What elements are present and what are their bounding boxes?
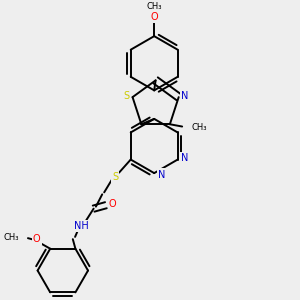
Text: CH₃: CH₃ <box>146 2 162 11</box>
Text: O: O <box>150 12 158 22</box>
Text: NH: NH <box>74 221 89 231</box>
Text: S: S <box>123 91 129 101</box>
Text: N: N <box>181 91 189 101</box>
Text: O: O <box>33 234 40 244</box>
Text: CH₃: CH₃ <box>192 123 207 132</box>
Text: N: N <box>181 153 188 163</box>
Text: O: O <box>109 199 117 209</box>
Text: N: N <box>158 169 165 179</box>
Text: CH₃: CH₃ <box>4 233 20 242</box>
Text: S: S <box>112 172 118 182</box>
